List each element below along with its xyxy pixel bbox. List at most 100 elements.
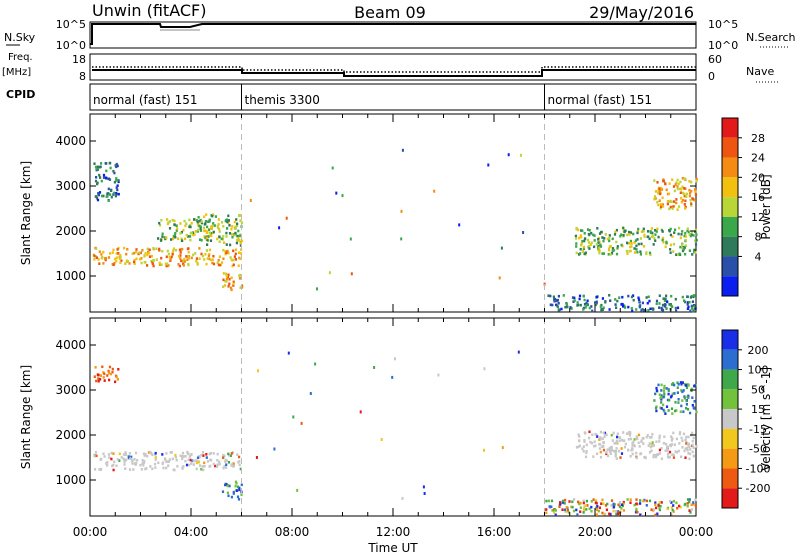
velocity-cell bbox=[130, 455, 133, 459]
nsearch-tick-bottom: 10^0 bbox=[708, 39, 738, 52]
power-cell bbox=[179, 222, 182, 225]
power-cell bbox=[615, 252, 619, 256]
power-cell bbox=[174, 232, 177, 235]
velocity-cell bbox=[585, 443, 588, 447]
power-cell bbox=[656, 181, 659, 184]
velocity-cell bbox=[656, 453, 659, 456]
power-cell bbox=[165, 236, 168, 239]
velocity-cell bbox=[662, 441, 665, 445]
power-cell bbox=[620, 303, 623, 306]
power-cell bbox=[107, 177, 111, 181]
velocity-cell bbox=[579, 510, 582, 513]
power-cell bbox=[133, 260, 136, 264]
velocity-cell bbox=[225, 463, 228, 466]
velocity-cell bbox=[99, 374, 102, 377]
power-cell bbox=[186, 258, 189, 261]
velocity-cell bbox=[225, 483, 228, 486]
velocity-cell bbox=[143, 459, 146, 463]
power-cell bbox=[692, 295, 695, 299]
velocity-cell bbox=[103, 455, 106, 458]
velocity-cell bbox=[671, 383, 674, 386]
power-cell bbox=[669, 251, 672, 254]
power-cell bbox=[487, 163, 490, 167]
velocity-cell bbox=[437, 373, 440, 377]
power-cell bbox=[565, 303, 568, 306]
power-cell bbox=[222, 248, 225, 252]
power-cell bbox=[218, 230, 221, 233]
velocity-cell bbox=[189, 458, 192, 462]
velocity-cell bbox=[610, 449, 614, 452]
velocity-cell bbox=[668, 398, 671, 402]
power-cell bbox=[640, 230, 643, 233]
velocity-cell bbox=[663, 435, 666, 438]
power-cell bbox=[671, 207, 674, 210]
power-cell bbox=[668, 229, 671, 233]
velocity-cell bbox=[165, 460, 168, 464]
velocity-cell bbox=[181, 457, 184, 461]
power-ytick-label: 3000 bbox=[55, 179, 86, 193]
velocity-cell bbox=[150, 452, 153, 455]
power-cell bbox=[233, 227, 236, 230]
power-cell bbox=[622, 226, 625, 230]
nave-tick-bottom: 0 bbox=[708, 70, 715, 83]
velocity-cell bbox=[615, 439, 618, 443]
power-cell bbox=[101, 255, 104, 259]
velocity-cell bbox=[547, 499, 550, 503]
power-cell bbox=[197, 228, 200, 232]
velocity-cell bbox=[599, 430, 602, 434]
freq-tick-top: 18 bbox=[72, 53, 86, 66]
velocity-cell bbox=[692, 454, 695, 458]
velocity-cell bbox=[238, 486, 241, 490]
velocity-cell bbox=[674, 401, 677, 404]
velocity-cbar-tick-label: 100 bbox=[748, 364, 769, 377]
power-cell bbox=[102, 194, 105, 198]
velocity-cell bbox=[203, 464, 206, 468]
velocity-cell bbox=[669, 444, 672, 448]
power-cell bbox=[225, 272, 228, 276]
power-cell bbox=[631, 309, 634, 313]
power-cell bbox=[665, 294, 668, 298]
velocity-cell bbox=[681, 381, 684, 384]
power-cell bbox=[694, 193, 697, 196]
power-cell bbox=[196, 230, 199, 233]
velocity-cell bbox=[517, 350, 520, 354]
power-cell bbox=[141, 249, 144, 252]
velocity-cell bbox=[660, 383, 663, 387]
power-cell bbox=[217, 223, 220, 226]
velocity-cell bbox=[577, 500, 580, 504]
power-cell bbox=[239, 219, 242, 222]
velocity-cell bbox=[655, 389, 658, 393]
power-cell bbox=[686, 301, 689, 304]
power-cell bbox=[151, 261, 154, 264]
x-axis-label: Time UT bbox=[367, 541, 418, 554]
power-cell bbox=[184, 224, 187, 228]
power-cell bbox=[235, 218, 238, 221]
power-cell bbox=[607, 253, 610, 256]
power-cell bbox=[207, 228, 211, 231]
power-cell bbox=[171, 218, 174, 222]
date-title: 29/May/2016 bbox=[589, 3, 694, 22]
velocity-cell bbox=[97, 379, 100, 383]
power-cell bbox=[207, 220, 210, 223]
velocity-cell bbox=[216, 452, 219, 456]
nave-label: Nave bbox=[746, 65, 774, 78]
power-cell bbox=[683, 234, 686, 238]
velocity-cell bbox=[585, 508, 588, 511]
velocity-cell bbox=[638, 445, 641, 448]
power-cell bbox=[681, 191, 685, 195]
power-cell bbox=[240, 221, 244, 225]
power-cell bbox=[633, 241, 636, 244]
power-cell bbox=[160, 263, 163, 266]
power-cell bbox=[172, 237, 175, 241]
velocity-cell bbox=[582, 450, 585, 453]
power-cell bbox=[573, 299, 576, 302]
power-cell bbox=[582, 245, 585, 249]
velocity-cell bbox=[636, 437, 639, 441]
velocity-cell bbox=[314, 362, 317, 366]
power-cbar-swatch bbox=[722, 137, 738, 158]
power-cell bbox=[236, 234, 239, 238]
power-cell bbox=[610, 252, 614, 255]
power-cell bbox=[692, 294, 695, 297]
power-cell bbox=[115, 259, 118, 263]
